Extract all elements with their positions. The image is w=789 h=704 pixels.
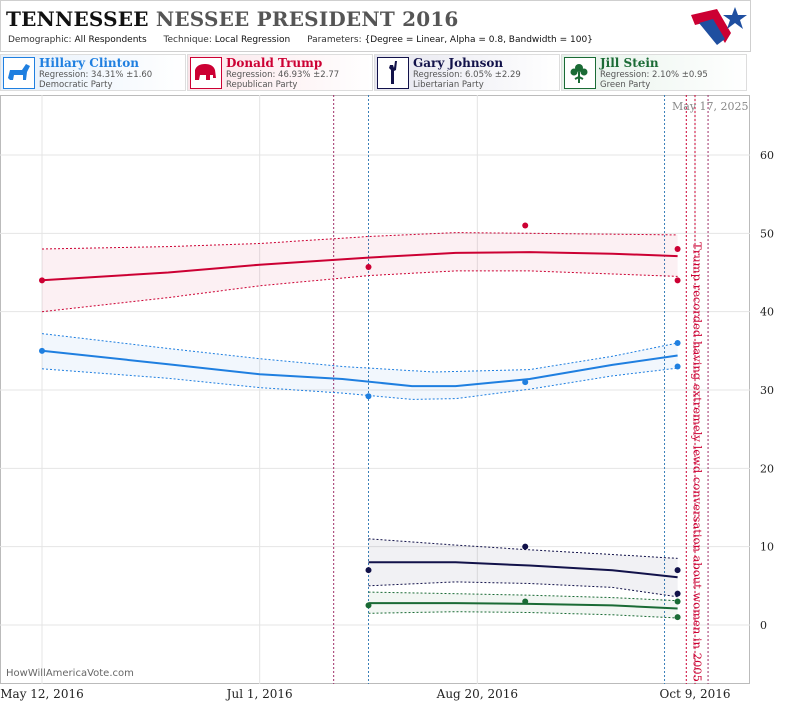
demographic-label: Demographic:: [8, 35, 72, 45]
hillary-clinton-poll-point: [522, 379, 529, 386]
donald-trump-poll-point: [365, 264, 372, 271]
donald-trump-lower-bound: [41, 270, 678, 313]
candidate-party: Libertarian Party: [413, 80, 484, 90]
technique-label: Technique:: [163, 35, 212, 45]
candidate-regression: Regression: 2.10% ±0.95: [600, 70, 708, 80]
elephant-icon: [190, 57, 222, 89]
candidate-regression: Regression: 34.31% ±1.60: [39, 70, 153, 80]
parameters-label: Parameters:: [307, 35, 362, 45]
hillary-clinton-poll-point: [674, 340, 681, 346]
donald-trump-poll-point: [39, 277, 45, 284]
candidate-regression: Regression: 6.05% ±2.29: [413, 70, 521, 80]
title-race: NESSEE PRESIDENT 2016: [155, 7, 459, 31]
y-tick-label: 30: [760, 384, 774, 397]
hillary-clinton-lower-bound: [41, 367, 678, 400]
y-tick-label: 10: [760, 541, 774, 554]
candidate-card-trump: Donald Trump Regression: 46.93% ±2.77 Re…: [187, 54, 373, 91]
gary-johnson-poll-point: [522, 543, 529, 550]
candidate-name: Hillary Clinton: [39, 56, 139, 70]
y-tick-label: 0: [760, 619, 767, 632]
header: TENNESSEE NESSEE PRESIDENT 2016 Demograp…: [0, 0, 751, 52]
jill-stein-lower-bound: [368, 611, 678, 619]
jill-stein-upper-bound: [368, 591, 678, 602]
gary-johnson-trend-line: [368, 561, 678, 579]
gary-johnson-lower-bound: [368, 581, 678, 598]
candidate-card-johnson: Gary Johnson Regression: 6.05% ±2.29 Lib…: [374, 54, 560, 91]
site-logo: [691, 7, 747, 45]
donald-trump-poll-point: [674, 246, 681, 252]
jill-stein-poll-point: [365, 602, 372, 609]
parameters-line: Demographic: All Respondents Technique: …: [8, 35, 607, 45]
y-tick-label: 20: [760, 462, 774, 475]
gary-johnson-upper-bound: [368, 538, 678, 559]
statue-of-liberty-icon: [377, 57, 409, 89]
flower-icon: [564, 57, 596, 89]
gary-johnson-poll-point: [674, 567, 681, 574]
donald-trump-trend-line: [41, 251, 678, 282]
y-tick-label: 60: [760, 149, 774, 162]
gary-johnson-poll-point: [674, 590, 681, 597]
candidate-party: Democratic Party: [39, 80, 113, 90]
event-annotation: Trump recorded having extremely lewd con…: [690, 242, 704, 682]
technique-value: Local Regression: [214, 35, 291, 45]
hillary-clinton-poll-point: [365, 393, 372, 400]
candidate-card-clinton: Hillary Clinton Regression: 34.31% ±1.60…: [0, 54, 186, 91]
jill-stein-poll-point: [674, 614, 681, 621]
title-state: TENNESSEE: [6, 7, 149, 31]
candidate-party: Republican Party: [226, 80, 298, 90]
hillary-clinton-poll-point: [674, 363, 681, 370]
candidate-name: Gary Johnson: [413, 56, 504, 70]
x-tick-label: Oct 9, 2016: [660, 687, 731, 701]
donald-trump-poll-point: [522, 222, 529, 229]
demographic-value: All Respondents: [74, 35, 147, 45]
site-footer: HowWillAmericaVote.com: [6, 668, 134, 679]
candidate-card-stein: Jill Stein Regression: 2.10% ±0.95 Green…: [561, 54, 747, 91]
page-title: TENNESSEE NESSEE PRESIDENT 2016: [6, 7, 459, 31]
gary-johnson-poll-point: [365, 567, 372, 574]
candidate-name: Donald Trump: [226, 56, 323, 70]
x-tick-label: Jul 1, 2016: [225, 687, 293, 701]
hillary-clinton-confidence-band: [42, 333, 678, 400]
hillary-clinton-poll-point: [39, 347, 45, 354]
y-tick-label: 40: [760, 306, 774, 319]
jill-stein-trend-line: [368, 602, 678, 610]
hillary-clinton-trend-line: [41, 349, 678, 388]
x-tick-label: Aug 20, 2016: [436, 687, 518, 701]
donald-trump-poll-point: [674, 277, 681, 284]
candidate-name: Jill Stein: [600, 56, 659, 70]
x-tick-label: May 12, 2016: [0, 687, 83, 701]
candidate-party: Green Party: [600, 80, 651, 90]
date-stamp: May 17, 2025: [672, 100, 749, 113]
parameters-value: {Degree = Linear, Alpha = 0.8, Bandwidth…: [364, 35, 593, 45]
donkey-icon: [3, 57, 35, 89]
jill-stein-poll-point: [522, 598, 529, 605]
candidate-regression: Regression: 46.93% ±2.77: [226, 70, 340, 80]
y-tick-label: 50: [760, 227, 774, 240]
jill-stein-poll-point: [674, 598, 681, 605]
